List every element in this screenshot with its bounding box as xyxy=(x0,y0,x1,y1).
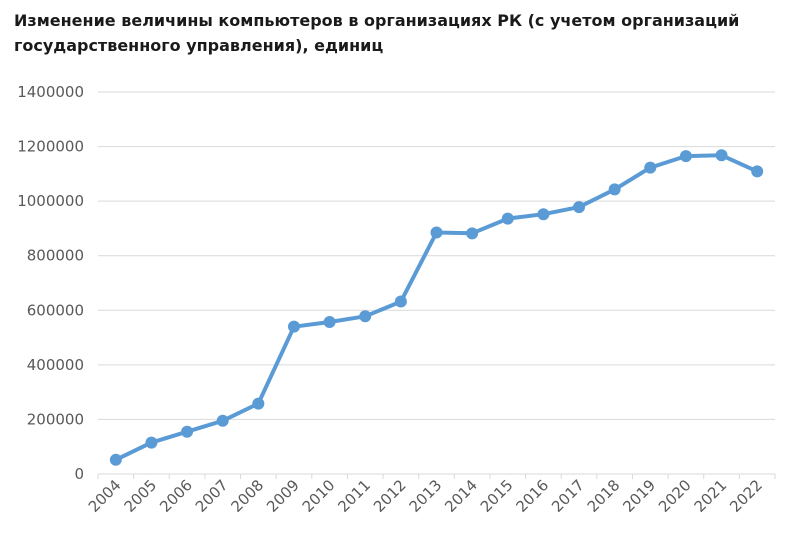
x-tick-label: 2016 xyxy=(512,476,552,516)
x-tick-label: 2012 xyxy=(370,476,410,516)
data-point xyxy=(537,208,550,221)
data-point xyxy=(715,149,728,162)
data-point xyxy=(430,226,443,239)
x-tick-label: 2005 xyxy=(121,476,161,516)
data-point xyxy=(216,414,229,427)
y-tick-labels: 0 200000 400000 600000 800000 1000000 1200000 1… xyxy=(17,83,84,483)
data-point xyxy=(252,397,265,410)
x-tick-labels: 2004200520062007200820092010201120122013… xyxy=(85,476,766,516)
x-tick-label: 2019 xyxy=(619,476,659,516)
x-tick-label: 2015 xyxy=(477,476,517,516)
data-point xyxy=(359,310,372,323)
x-tick-label: 2021 xyxy=(691,476,731,516)
series xyxy=(109,149,764,466)
x-tick-label: 2007 xyxy=(192,476,232,516)
data-point xyxy=(751,165,764,178)
x-tick-label: 2022 xyxy=(726,476,766,516)
chart-title: Изменение величины компьютеров в организ… xyxy=(14,11,740,55)
x-tick-label: 2017 xyxy=(548,476,588,516)
y-tick-label: 800000 xyxy=(27,247,84,265)
x-tick-label: 2018 xyxy=(584,476,624,516)
y-tick-label: 1200000 xyxy=(17,138,84,156)
y-tick-label: 1400000 xyxy=(17,83,84,101)
data-point xyxy=(394,295,407,308)
data-point xyxy=(145,436,158,449)
data-point xyxy=(181,425,194,438)
data-point xyxy=(323,316,336,329)
x-tick-label: 2008 xyxy=(227,476,267,516)
x-tick-label: 2013 xyxy=(406,476,446,516)
x-tick-label: 2020 xyxy=(655,476,695,516)
gridlines xyxy=(98,91,775,420)
x-tick-label: 2014 xyxy=(441,476,481,516)
x-tick-label: 2009 xyxy=(263,476,303,516)
y-tick-label: 600000 xyxy=(27,301,84,319)
data-point xyxy=(644,161,657,174)
x-tick-label: 2011 xyxy=(334,476,374,516)
y-tick-label: 1000000 xyxy=(17,192,84,210)
data-point xyxy=(679,150,692,163)
data-point xyxy=(573,201,586,214)
axes xyxy=(97,473,776,479)
x-tick-label: 2010 xyxy=(299,476,339,516)
y-tick-label: 200000 xyxy=(27,410,84,428)
y-tick-label: 400000 xyxy=(27,356,84,374)
y-tick-label: 0 xyxy=(74,465,84,483)
x-tick-label: 2004 xyxy=(85,476,125,516)
data-point xyxy=(608,183,621,196)
data-point xyxy=(501,212,514,225)
data-point xyxy=(466,227,479,240)
x-tick-label: 2006 xyxy=(156,476,196,516)
data-point xyxy=(287,320,300,333)
data-point xyxy=(109,453,122,466)
